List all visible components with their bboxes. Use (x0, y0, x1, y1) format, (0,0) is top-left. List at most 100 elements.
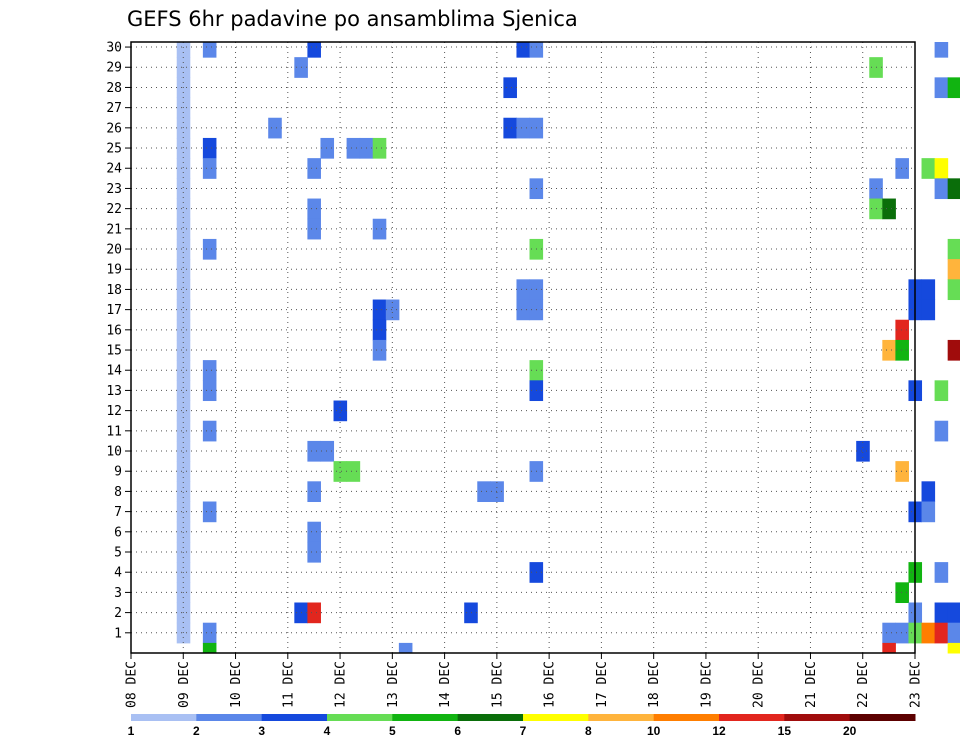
heat-cell (947, 642, 960, 654)
heat-cell (856, 440, 870, 462)
heat-cell (176, 299, 191, 321)
colorbar-label: 12 (712, 724, 726, 738)
x-tick-label: 17 DEC (595, 661, 610, 708)
heat-cell (516, 117, 531, 139)
heat-cell (934, 178, 949, 200)
colorbar-label: 10 (647, 724, 661, 738)
x-tick-label: 13 DEC (386, 661, 401, 708)
y-tick-label: 19 (106, 263, 122, 278)
x-tick-label: 14 DEC (438, 661, 453, 708)
heat-cell (176, 440, 191, 462)
heat-cell (307, 158, 321, 179)
heat-cell (202, 622, 217, 644)
heat-cell (372, 299, 387, 321)
heat-cell (307, 602, 321, 624)
heat-cell (176, 198, 191, 220)
y-tick-label: 15 (106, 344, 122, 359)
heat-cell (895, 461, 909, 482)
heat-cell (176, 137, 191, 159)
heat-cell (176, 178, 191, 200)
heat-cell (947, 259, 960, 280)
x-tick-label: 08 DEC (125, 661, 140, 708)
heat-cell (934, 622, 949, 644)
heat-cell (202, 501, 217, 523)
heat-cell (307, 198, 321, 220)
y-tick-label: 4 (114, 566, 122, 581)
colorbar-label: 7 (520, 724, 527, 738)
colorbar-label: 20 (843, 724, 857, 738)
heat-cell (934, 158, 949, 179)
y-tick-label: 6 (114, 525, 122, 540)
y-tick-label: 20 (106, 243, 122, 258)
x-tick-label: 11 DEC (281, 661, 296, 708)
x-tick-label: 15 DEC (490, 661, 505, 708)
y-axis: 1234567891011121314151617181920212223242… (106, 41, 131, 641)
colorbar-swatch (196, 714, 263, 721)
heat-cell (503, 117, 517, 139)
x-tick-label: 16 DEC (543, 661, 558, 708)
heat-cell (895, 622, 909, 644)
x-tick-label: 23 DEC (909, 661, 924, 708)
y-tick-label: 11 (106, 424, 122, 439)
x-axis: 08 DEC 09 DEC 10 DEC 11 DEC 12 DEC 13 DEC 14 D… (125, 653, 924, 708)
heat-cell (921, 279, 936, 301)
y-tick-label: 7 (114, 505, 122, 520)
chart-title: GEFS 6hr padavine po ansamblima Sjenica (127, 7, 578, 31)
heat-cell (477, 481, 491, 503)
heat-cell (202, 420, 217, 442)
heat-cell (947, 77, 960, 99)
y-tick-label: 3 (114, 586, 122, 601)
heat-cell (176, 400, 191, 422)
y-tick-label: 1 (114, 626, 122, 641)
heat-cell (307, 440, 321, 462)
heat-cell (934, 77, 949, 99)
heat-cell (202, 642, 217, 654)
x-tick-label: 19 DEC (699, 661, 714, 708)
x-tick-label: 12 DEC (334, 661, 349, 708)
heat-cell (921, 622, 936, 644)
heat-cell (895, 582, 909, 604)
heat-cell (503, 77, 517, 99)
heat-cell (921, 158, 936, 179)
heat-cell (202, 158, 217, 179)
heat-cell (934, 420, 949, 442)
heat-cell (895, 339, 909, 361)
colorbar-label: 15 (778, 724, 792, 738)
heat-cell (934, 602, 949, 624)
y-tick-label: 5 (114, 546, 122, 561)
heat-cell (516, 299, 531, 321)
heat-cell (307, 521, 321, 543)
heat-cell (398, 642, 413, 654)
colorbar-swatch (261, 714, 328, 721)
heat-cell (202, 137, 217, 159)
y-tick-label: 8 (114, 485, 122, 500)
y-tick-label: 24 (106, 162, 122, 177)
heat-cell (385, 299, 400, 321)
colorbar-swatch (523, 714, 589, 721)
x-tick-label: 09 DEC (177, 661, 192, 708)
heat-cell (320, 137, 335, 159)
heat-cell (921, 501, 936, 523)
y-tick-label: 25 (106, 142, 122, 157)
colorbar-swatch (392, 714, 459, 721)
heat-cell (947, 339, 960, 361)
colorbar-legend: 1 2 3 4 5 6 7 8 10 12 15 20 (128, 714, 916, 738)
heat-cell (176, 339, 191, 361)
heat-cell (895, 319, 909, 341)
heat-cell (516, 279, 531, 301)
plot-frame (130, 41, 916, 654)
heat-cell (895, 158, 909, 179)
colorbar-label: 1 (128, 724, 135, 738)
heat-cell (372, 137, 387, 159)
colorbar-swatch (457, 714, 524, 721)
y-tick-label: 16 (106, 323, 122, 338)
y-tick-label: 22 (106, 202, 122, 217)
heat-cell (934, 380, 949, 402)
y-tick-label: 28 (106, 81, 122, 96)
heat-cell (176, 622, 191, 644)
y-tick-label: 30 (106, 41, 122, 56)
heat-cell (307, 541, 321, 563)
heat-cell (882, 642, 896, 654)
x-tick-label: 20 DEC (752, 661, 767, 708)
heat-cell (176, 259, 191, 280)
